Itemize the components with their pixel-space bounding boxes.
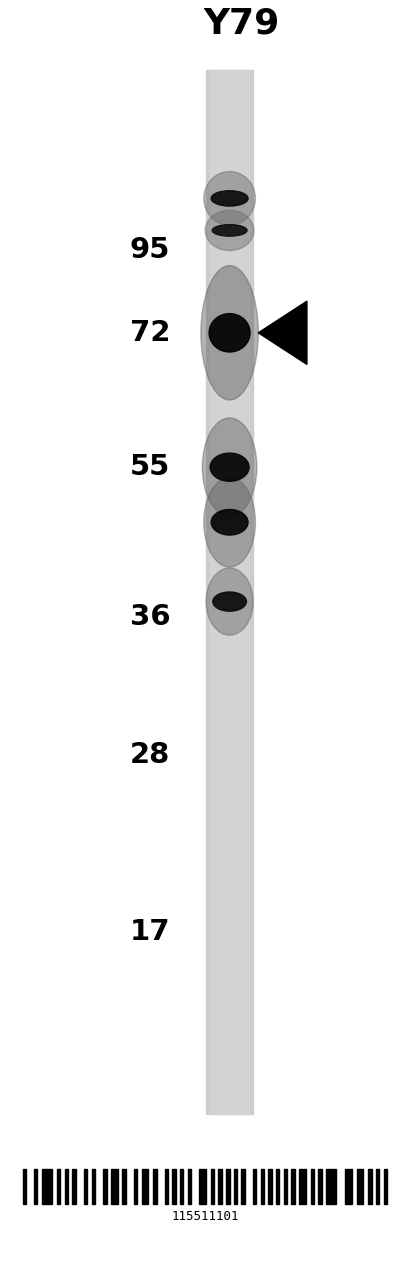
Bar <box>299 1169 305 1204</box>
Bar <box>344 1169 351 1204</box>
Text: 55: 55 <box>130 453 170 481</box>
Ellipse shape <box>209 314 249 352</box>
Bar <box>42 1169 52 1204</box>
Ellipse shape <box>203 172 255 225</box>
Ellipse shape <box>203 477 255 567</box>
Text: 28: 28 <box>130 741 170 769</box>
Bar <box>383 1169 386 1204</box>
Bar <box>141 1169 148 1204</box>
Bar <box>172 1169 175 1204</box>
Ellipse shape <box>212 225 246 236</box>
Bar <box>206 70 253 1114</box>
Ellipse shape <box>211 191 247 206</box>
Ellipse shape <box>206 568 252 635</box>
Bar <box>218 1169 221 1204</box>
Bar <box>209 70 249 1114</box>
Ellipse shape <box>211 509 247 535</box>
Bar <box>241 1169 244 1204</box>
Text: 17: 17 <box>129 918 170 946</box>
Bar <box>122 1169 126 1204</box>
Bar <box>375 1169 378 1204</box>
Bar <box>356 1169 363 1204</box>
Text: 36: 36 <box>129 603 170 631</box>
Bar <box>291 1169 294 1204</box>
Bar <box>325 1169 335 1204</box>
Bar <box>92 1169 95 1204</box>
Text: 115511101: 115511101 <box>171 1211 238 1224</box>
Bar <box>84 1169 87 1204</box>
Polygon shape <box>258 301 306 365</box>
Bar <box>199 1169 205 1204</box>
Text: 72: 72 <box>129 319 170 347</box>
Ellipse shape <box>200 266 258 401</box>
Bar <box>164 1169 168 1204</box>
Ellipse shape <box>210 453 249 481</box>
Bar <box>260 1169 263 1204</box>
Bar <box>103 1169 106 1204</box>
Bar <box>226 1169 229 1204</box>
Ellipse shape <box>202 419 256 517</box>
Bar <box>180 1169 183 1204</box>
Text: 95: 95 <box>130 236 170 264</box>
Bar <box>275 1169 279 1204</box>
Bar <box>110 1169 117 1204</box>
Bar <box>22 1169 26 1204</box>
Bar <box>252 1169 256 1204</box>
Bar <box>283 1169 286 1204</box>
Bar <box>187 1169 191 1204</box>
Ellipse shape <box>205 210 254 251</box>
Bar <box>210 1169 213 1204</box>
Bar <box>72 1169 76 1204</box>
Bar <box>233 1169 237 1204</box>
Text: Y79: Y79 <box>203 6 279 41</box>
Bar <box>34 1169 37 1204</box>
Bar <box>268 1169 271 1204</box>
Bar <box>57 1169 61 1204</box>
Bar <box>310 1169 313 1204</box>
Bar <box>367 1169 371 1204</box>
Bar <box>134 1169 137 1204</box>
Bar <box>317 1169 321 1204</box>
Bar <box>153 1169 156 1204</box>
Ellipse shape <box>212 591 246 612</box>
Bar <box>65 1169 68 1204</box>
